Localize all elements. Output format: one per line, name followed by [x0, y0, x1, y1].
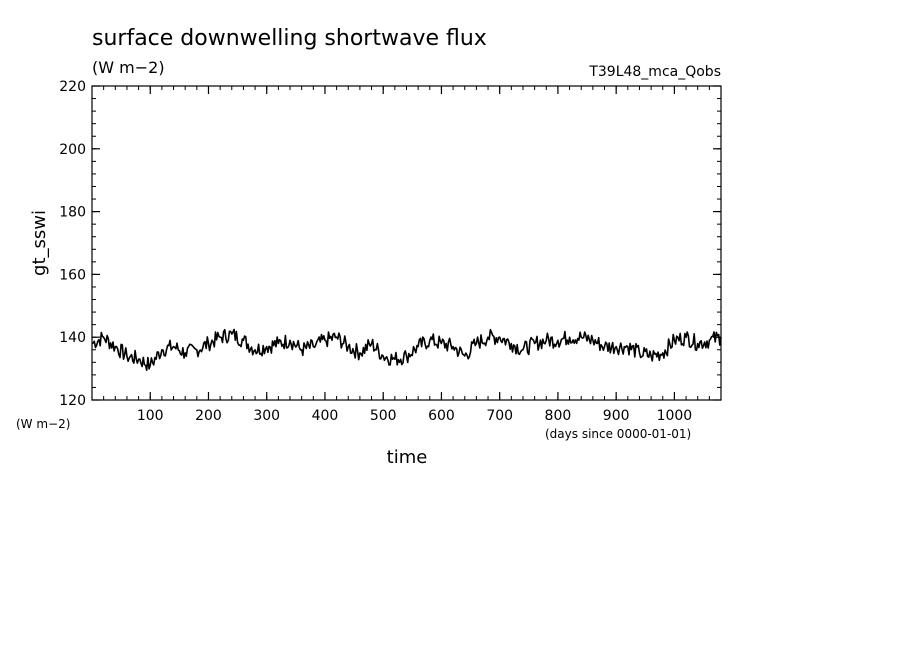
x-tick-label: 700 — [486, 408, 513, 424]
plot-area: 100 200 300 400 500 600 700 800 900 1000 120 140 160… — [59, 79, 722, 424]
run-label: T39L48_mca_Qobs — [588, 64, 721, 80]
x-tick-label: 600 — [428, 408, 455, 424]
x-tick-label: 400 — [312, 408, 339, 424]
y-tick-label: 220 — [59, 79, 86, 95]
y-tick-label: 120 — [59, 393, 86, 409]
x-tick-label: 800 — [545, 408, 572, 424]
title-units: (W m−2) — [92, 58, 165, 77]
x-tick-label: 900 — [603, 408, 630, 424]
y-tick-label: 160 — [59, 267, 86, 283]
x-tick-label: 1000 — [657, 408, 693, 424]
y-axis-units: (W m−2) — [16, 417, 70, 431]
y-tick-label: 140 — [59, 330, 86, 346]
y-tick-label: 180 — [59, 205, 86, 221]
x-axis-label: time — [387, 447, 428, 468]
y-axis-label: gt_sswi — [29, 210, 50, 276]
x-tick-label: 100 — [137, 408, 164, 424]
series-line — [91, 328, 722, 371]
chart-title: surface downwelling shortwave flux — [92, 26, 487, 51]
y-tick-label: 200 — [59, 142, 86, 158]
x-tick-label: 200 — [195, 408, 222, 424]
x-tick-label: 300 — [253, 408, 280, 424]
x-tick-label: 500 — [370, 408, 397, 424]
x-axis-units: (days since 0000-01-01) — [545, 427, 691, 441]
